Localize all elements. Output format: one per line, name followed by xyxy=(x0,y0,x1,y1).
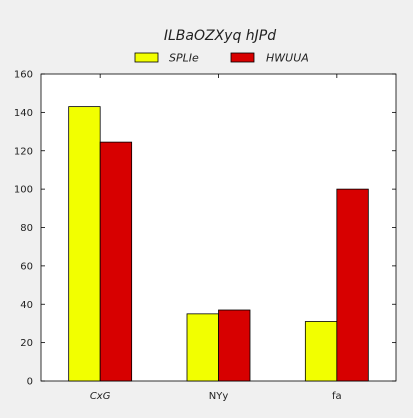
y-tick-label: 100 xyxy=(14,185,33,196)
bar-hwuua-fa xyxy=(336,188,369,382)
legend-label-splie: SPLIe xyxy=(169,52,199,65)
y-tick-label: 80 xyxy=(20,223,33,234)
bar-splie-nyy xyxy=(186,313,219,382)
x-tick-label: CxG xyxy=(90,391,111,402)
bar-splie-cxg xyxy=(68,106,101,382)
y-tick-label: 40 xyxy=(20,300,33,311)
legend: SPLIe HWUUA xyxy=(134,52,309,65)
bar-hwuua-nyy xyxy=(218,309,251,382)
legend-swatch-splie xyxy=(134,52,159,63)
legend-label-hwuua: HWUUA xyxy=(266,52,309,65)
chart-title: ILBaOZXyq hJPd xyxy=(164,28,276,44)
y-tick-label: 140 xyxy=(14,108,33,119)
y-tick-label: 20 xyxy=(20,338,33,349)
x-tick-label: fa xyxy=(332,391,342,402)
y-axis: 0 20 40 60 80 100 120 140 160 xyxy=(14,70,396,388)
bars xyxy=(68,106,369,382)
bar-splie-fa xyxy=(304,321,338,382)
y-tick-label: 120 xyxy=(14,146,33,157)
y-tick-label: 0 xyxy=(27,377,33,388)
bar-hwuua-cxg xyxy=(99,141,133,382)
legend-swatch-hwuua xyxy=(230,52,255,63)
y-tick-label: 60 xyxy=(20,261,33,272)
x-tick-label: NYy xyxy=(209,391,229,402)
y-tick-label: 160 xyxy=(14,70,33,81)
